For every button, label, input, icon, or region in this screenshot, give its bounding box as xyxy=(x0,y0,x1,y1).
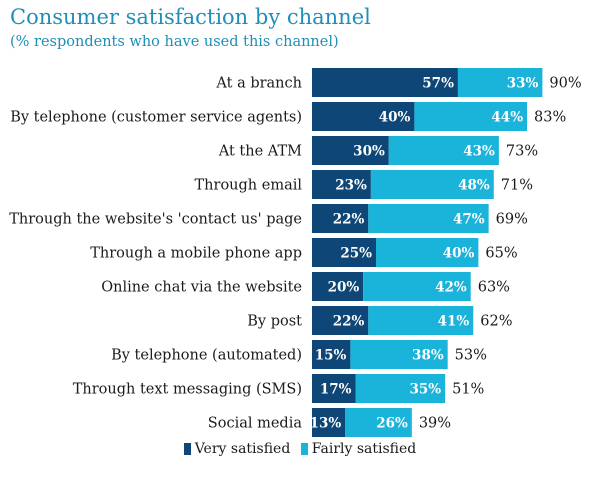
value-label-fairly-satisfied: 43% xyxy=(463,144,495,160)
bar-very-satisfied xyxy=(312,306,369,335)
bar-very-satisfied xyxy=(312,374,356,403)
bar-fairly-satisfied xyxy=(457,68,543,97)
bar-fairly-satisfied xyxy=(370,170,494,199)
total-label: 71% xyxy=(501,178,533,194)
value-label-very-satisfied: 13% xyxy=(310,416,342,432)
category-label: By telephone (customer service agents) xyxy=(10,110,302,126)
bar-fairly-satisfied xyxy=(345,408,412,437)
value-label-fairly-satisfied: 35% xyxy=(409,382,441,398)
bar-fairly-satisfied xyxy=(350,340,448,369)
category-label: Social media xyxy=(208,416,303,432)
bar-very-satisfied xyxy=(312,408,346,437)
total-label: 63% xyxy=(478,280,510,296)
total-label: 62% xyxy=(480,314,512,330)
value-label-fairly-satisfied: 48% xyxy=(458,178,490,194)
legend-label-fairly-satisfied: Fairly satisfied xyxy=(311,441,417,457)
bar-very-satisfied xyxy=(312,136,389,165)
category-label: Through the website's 'contact us' page xyxy=(9,212,302,228)
bar-very-satisfied xyxy=(312,170,371,199)
value-label-very-satisfied: 22% xyxy=(333,212,365,228)
bar-very-satisfied xyxy=(312,272,364,301)
legend-swatch-fairly-satisfied xyxy=(300,443,308,455)
category-label: Online chat via the website xyxy=(101,280,302,296)
value-label-fairly-satisfied: 42% xyxy=(435,280,467,296)
value-label-very-satisfied: 17% xyxy=(320,382,352,398)
total-label: 65% xyxy=(485,246,517,262)
bar-fairly-satisfied xyxy=(368,306,474,335)
value-label-very-satisfied: 20% xyxy=(328,280,360,296)
bar-fairly-satisfied xyxy=(388,136,499,165)
value-label-fairly-satisfied: 33% xyxy=(507,76,539,92)
total-label: 83% xyxy=(534,110,566,126)
value-label-fairly-satisfied: 40% xyxy=(443,246,475,262)
legend-item-fairly-satisfied: Fairly satisfied xyxy=(300,441,417,457)
bar-very-satisfied xyxy=(312,102,415,131)
value-label-very-satisfied: 40% xyxy=(379,110,411,126)
value-label-fairly-satisfied: 47% xyxy=(453,212,485,228)
legend-item-very-satisfied: Very satisfied xyxy=(183,441,291,457)
category-label: At the ATM xyxy=(218,144,302,160)
category-label: Through email xyxy=(195,178,303,194)
legend: Very satisfied Fairly satisfied xyxy=(0,441,600,459)
chart-subtitle: (% respondents who have used this channe… xyxy=(10,34,339,50)
bar-fairly-satisfied xyxy=(414,102,528,131)
value-label-very-satisfied: 23% xyxy=(335,178,367,194)
legend-label-very-satisfied: Very satisfied xyxy=(194,441,291,457)
bar-very-satisfied xyxy=(312,204,369,233)
total-label: 53% xyxy=(455,348,487,364)
value-label-fairly-satisfied: 26% xyxy=(376,416,408,432)
value-label-very-satisfied: 15% xyxy=(315,348,347,364)
category-label: By telephone (automated) xyxy=(111,348,302,364)
total-label: 73% xyxy=(506,144,538,160)
bar-very-satisfied xyxy=(312,340,351,369)
category-label: Through a mobile phone app xyxy=(90,246,302,262)
bar-very-satisfied xyxy=(312,68,458,97)
total-label: 39% xyxy=(419,416,451,432)
value-label-very-satisfied: 30% xyxy=(353,144,385,160)
chart-title: Consumer satisfaction by channel xyxy=(10,5,371,29)
value-label-very-satisfied: 22% xyxy=(333,314,365,330)
total-label: 69% xyxy=(496,212,528,228)
value-label-fairly-satisfied: 41% xyxy=(438,314,470,330)
bar-fairly-satisfied xyxy=(368,204,489,233)
category-label: At a branch xyxy=(215,76,302,92)
category-label: By post xyxy=(247,314,302,330)
bar-fairly-satisfied xyxy=(376,238,479,267)
value-label-very-satisfied: 25% xyxy=(340,246,372,262)
bar-fairly-satisfied xyxy=(363,272,471,301)
value-label-very-satisfied: 57% xyxy=(422,76,454,92)
bar-fairly-satisfied xyxy=(355,374,446,403)
category-label: Through text messaging (SMS) xyxy=(73,382,302,398)
value-label-fairly-satisfied: 38% xyxy=(412,348,444,364)
total-label: 51% xyxy=(452,382,484,398)
bar-very-satisfied xyxy=(312,238,376,267)
legend-swatch-very-satisfied xyxy=(183,443,191,455)
total-label: 90% xyxy=(549,76,581,92)
value-label-fairly-satisfied: 44% xyxy=(491,110,523,126)
